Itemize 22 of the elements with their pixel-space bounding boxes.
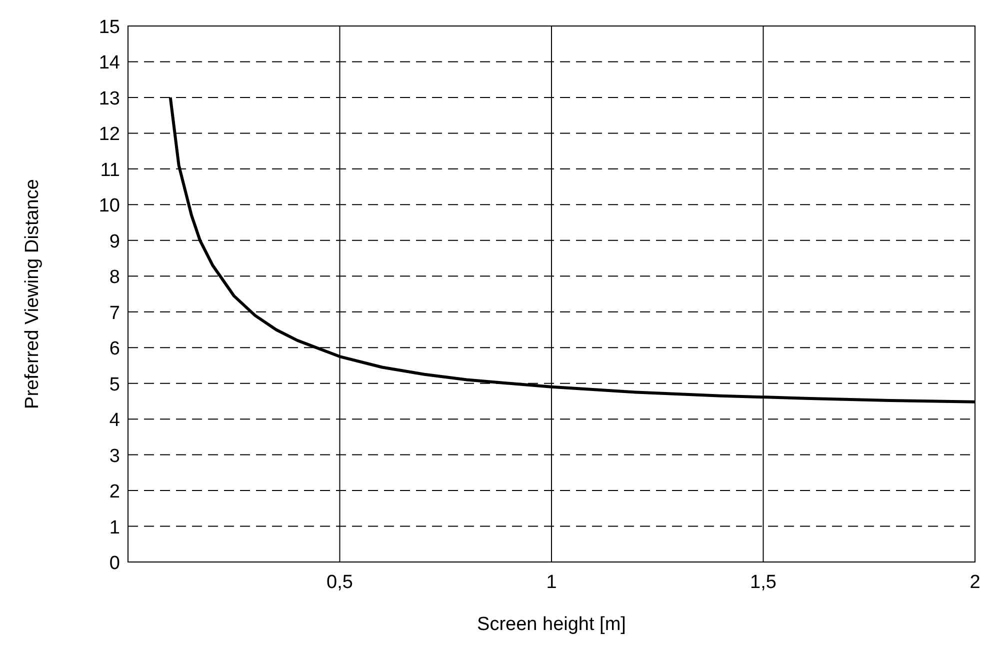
y-tick-label: 4 <box>109 410 120 432</box>
y-tick-label: 3 <box>109 446 120 467</box>
y-tick-label: 10 <box>98 196 120 217</box>
x-tick-label: 1 <box>546 572 557 593</box>
y-tick-label: 0 <box>109 553 120 574</box>
y-tick-label: 6 <box>109 338 120 360</box>
y-tick-label: 8 <box>109 267 120 288</box>
y-tick-label: 9 <box>109 231 120 252</box>
x-tick-label: 2 <box>970 572 980 593</box>
y-tick-label: 13 <box>98 88 120 110</box>
y-axis-title: Preferred Viewing Distance <box>22 179 43 409</box>
y-tick-label: 5 <box>109 374 120 396</box>
y-tick-label: 15 <box>98 17 120 38</box>
y-tick-label: 2 <box>109 482 120 503</box>
y-tick-label: 11 <box>100 160 120 181</box>
y-tick-label: 1 <box>109 517 120 538</box>
x-tick-label: 0,5 <box>326 572 353 593</box>
y-tick-label: 12 <box>98 124 120 146</box>
x-tick-label: 1,5 <box>750 572 776 593</box>
x-axis-title: Screen height [m] <box>477 614 626 635</box>
y-tick-label: 14 <box>98 52 120 74</box>
y-tick-label: 7 <box>109 302 120 324</box>
